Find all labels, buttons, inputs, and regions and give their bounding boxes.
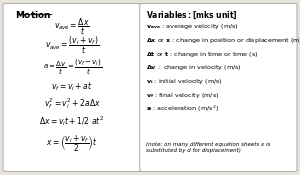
- Text: $\mathbf{\Delta t}$ or $\mathbf{t}$ : change in time or time (s): $\mathbf{\Delta t}$ or $\mathbf{t}$ : ch…: [146, 50, 258, 59]
- Text: $\mathbf{\Delta v}$ :  change in velocity (m/s): $\mathbf{\Delta v}$ : change in velocity…: [146, 63, 241, 72]
- Text: $x = \left(\dfrac{v_i + v_f}{2}\right)t$: $x = \left(\dfrac{v_i + v_f}{2}\right)t$: [46, 133, 98, 154]
- FancyBboxPatch shape: [3, 4, 143, 172]
- Text: $\mathbf{Variables: [mks\ unit]}$: $\mathbf{Variables: [mks\ unit]}$: [146, 9, 238, 21]
- Text: $v_{ave} = \dfrac{(v_i + v_f)}{t}$: $v_{ave} = \dfrac{(v_i + v_f)}{t}$: [45, 34, 99, 56]
- FancyBboxPatch shape: [140, 4, 297, 172]
- Text: $a = \dfrac{\Delta v}{t} = \dfrac{(v_f - v_i)}{t}$: $a = \dfrac{\Delta v}{t} = \dfrac{(v_f -…: [43, 58, 102, 77]
- Text: $\mathbf{a}$ : acceleration (m/s$^2$): $\mathbf{a}$ : acceleration (m/s$^2$): [146, 104, 219, 114]
- Text: $v_{ave} = \dfrac{\Delta x}{t}$: $v_{ave} = \dfrac{\Delta x}{t}$: [54, 16, 90, 37]
- Text: $v_f^2 = v_i^2 + 2a\Delta x$: $v_f^2 = v_i^2 + 2a\Delta x$: [44, 96, 101, 111]
- Text: $\mathbf{v_f}$ : final velocity (m/s): $\mathbf{v_f}$ : final velocity (m/s): [146, 91, 219, 100]
- Text: $\mathbf{\Delta x}$ or $\mathbf{x}$ : change in position or displacement (m): $\mathbf{\Delta x}$ or $\mathbf{x}$ : ch…: [146, 36, 300, 45]
- Text: $\mathbf{v_i}$ : initial velocity (m/s): $\mathbf{v_i}$ : initial velocity (m/s): [146, 77, 222, 86]
- Text: (note: on many different equation sheets x is
substituted by d for displacement): (note: on many different equation sheets…: [146, 142, 270, 153]
- Text: $\mathbf{Motion}$: $\mathbf{Motion}$: [15, 9, 51, 20]
- Text: $\mathbf{v_{ave}}$ : average velocity (m/s): $\mathbf{v_{ave}}$ : average velocity (m…: [146, 22, 238, 31]
- Text: $\Delta x = v_i t + 1/2 \ at^2$: $\Delta x = v_i t + 1/2 \ at^2$: [39, 114, 105, 128]
- Text: $v_f = v_i + at$: $v_f = v_i + at$: [51, 80, 93, 93]
